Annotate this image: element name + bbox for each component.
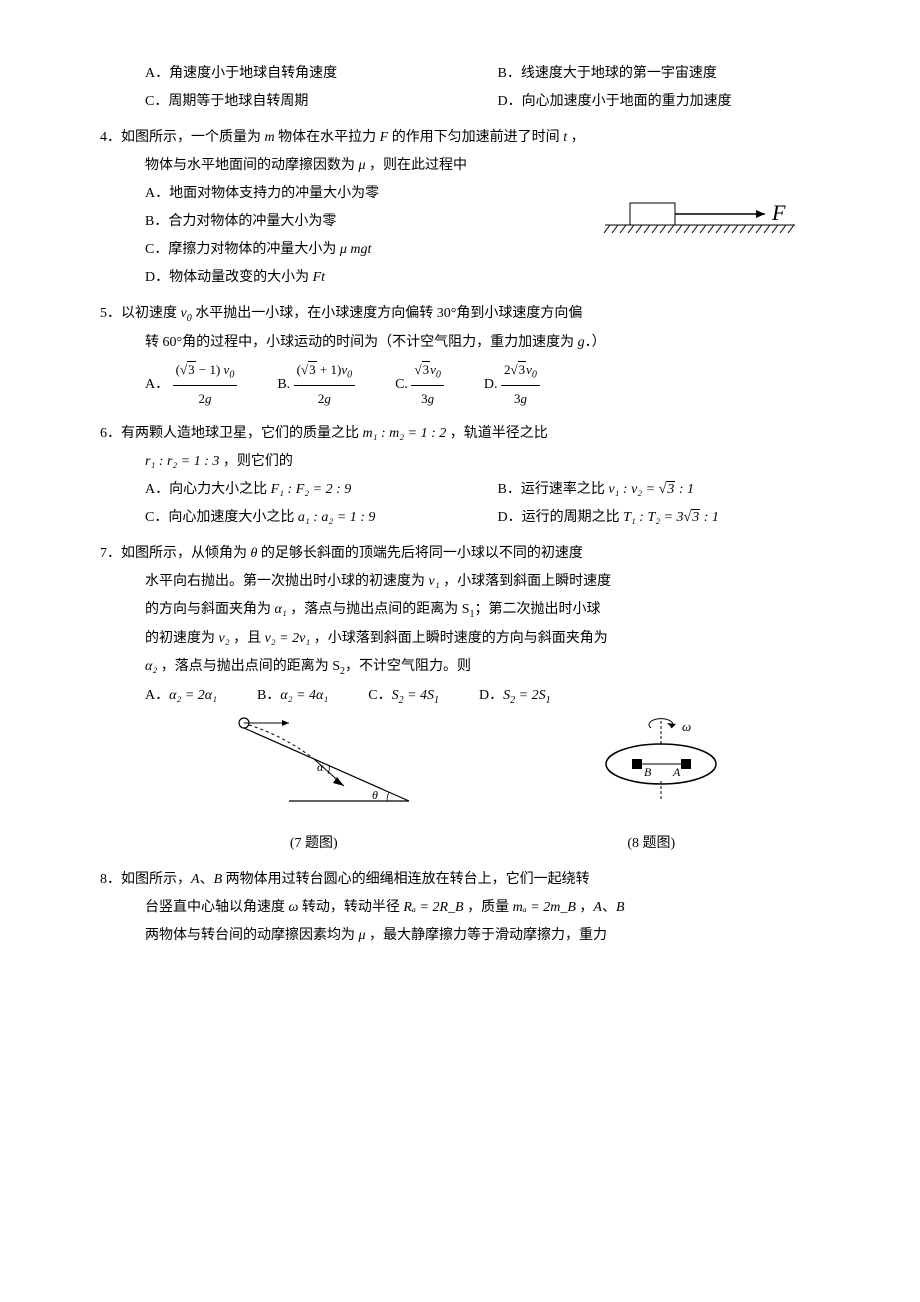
q3-option-a: A．角速度小于地球自转角速度 — [145, 60, 468, 88]
svg-text:ω: ω — [682, 719, 691, 734]
q8-stem: 如图所示，A、B 两物体用过转台圆心的细绳相连放在转台上，它们一起绕转 — [121, 872, 590, 887]
q7-stem: 如图所示，从倾角为 θ 的足够长斜面的顶端先后将同一小球以不同的初速度 — [121, 546, 583, 561]
q7-option-d: D．S2 = 2S1 — [479, 682, 551, 711]
q5-stem: 以初速度 v0 水平抛出一小球，在小球速度方向偏转 30°角到小球速度方向偏 — [121, 306, 582, 321]
q5-num: 5． — [100, 306, 121, 321]
q6-option-c: C．向心加速度大小之比 a₁ : a₂ = 1 : 9 — [145, 504, 468, 532]
svg-text:B: B — [644, 765, 652, 779]
svg-text:α: α — [317, 760, 324, 774]
q6-num: 6． — [100, 426, 121, 441]
question-7: 7．如图所示，从倾角为 θ 的足够长斜面的顶端先后将同一小球以不同的初速度 水平… — [100, 540, 820, 857]
q6-option-d: D．运行的周期之比 T₁ : T₂ = 33 : 1 — [498, 504, 821, 532]
q3-option-c: C．周期等于地球自转周期 — [145, 88, 468, 116]
question-4: 4．如图所示，一个质量为 m 物体在水平拉力 F 的作用下匀加速前进了时间 t … — [100, 124, 820, 292]
q8-caption: (8 题图) — [627, 830, 675, 858]
q8-num: 8． — [100, 872, 121, 887]
q7-num: 7． — [100, 546, 121, 561]
q4-figure: F — [600, 198, 800, 259]
question-6: 6．有两颗人造地球卫星，它们的质量之比 m₁ : m₂ = 1 : 2 ，轨道半… — [100, 420, 820, 532]
q4-num: 4． — [100, 130, 121, 145]
q5-option-a: A． (3 − 1) v02g — [145, 357, 237, 413]
q3-option-d: D．向心加速度小于地面的重力加速度 — [498, 88, 821, 116]
q3-option-b: B．线速度大于地球的第一宇宙速度 — [498, 60, 821, 88]
q7-option-c: C．S2 = 4S1 — [368, 682, 439, 711]
question-5: 5．以初速度 v0 水平抛出一小球，在小球速度方向偏转 30°角到小球速度方向偏… — [100, 300, 820, 412]
svg-text:F: F — [771, 200, 786, 225]
q8-figure: ω B A — [586, 716, 736, 817]
q7-option-b: B．α₂ = 4α₁ — [257, 682, 328, 711]
q6-option-b: B．运行速率之比 v₁ : v₂ = 3 : 1 — [498, 476, 821, 504]
q6-stem: 有两颗人造地球卫星，它们的质量之比 m₁ : m₂ = 1 : 2 ，轨道半径之… — [121, 426, 548, 441]
q5-option-c: C. 3v03g — [395, 357, 444, 413]
q7-option-a: A．α₂ = 2α₁ — [145, 682, 217, 711]
svg-text:θ: θ — [372, 788, 378, 802]
svg-text:A: A — [672, 765, 681, 779]
q4-stem: 如图所示，一个质量为 m 物体在水平拉力 F 的作用下匀加速前进了时间 t ， — [121, 130, 585, 145]
q4-option-d: D．物体动量改变的大小为 Ft — [145, 264, 820, 292]
q7-figure: α θ — [229, 711, 419, 822]
q7-caption: (7 题图) — [290, 830, 338, 858]
q6-option-a: A．向心力大小之比 F₁ : F₂ = 2 : 9 — [145, 476, 468, 504]
question-8: 8．如图所示，A、B 两物体用过转台圆心的细绳相连放在转台上，它们一起绕转 台竖… — [100, 866, 820, 950]
q5-option-b: B. (3 + 1)v02g — [277, 357, 355, 413]
q5-option-d: D. 23v03g — [484, 357, 540, 413]
